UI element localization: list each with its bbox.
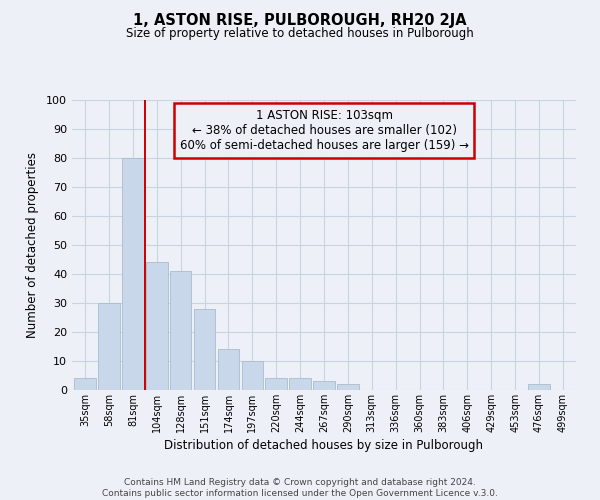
- Bar: [146, 262, 167, 390]
- Bar: [313, 382, 335, 390]
- X-axis label: Distribution of detached houses by size in Pulborough: Distribution of detached houses by size …: [164, 439, 484, 452]
- Bar: [528, 384, 550, 390]
- Bar: [194, 309, 215, 390]
- Bar: [74, 378, 96, 390]
- Text: 1, ASTON RISE, PULBOROUGH, RH20 2JA: 1, ASTON RISE, PULBOROUGH, RH20 2JA: [133, 12, 467, 28]
- Text: Size of property relative to detached houses in Pulborough: Size of property relative to detached ho…: [126, 28, 474, 40]
- Text: 1 ASTON RISE: 103sqm
← 38% of detached houses are smaller (102)
60% of semi-deta: 1 ASTON RISE: 103sqm ← 38% of detached h…: [179, 108, 469, 152]
- Bar: [218, 350, 239, 390]
- Text: Contains HM Land Registry data © Crown copyright and database right 2024.
Contai: Contains HM Land Registry data © Crown c…: [102, 478, 498, 498]
- Bar: [265, 378, 287, 390]
- Bar: [289, 378, 311, 390]
- Bar: [242, 361, 263, 390]
- Y-axis label: Number of detached properties: Number of detached properties: [26, 152, 39, 338]
- Bar: [337, 384, 359, 390]
- Bar: [98, 303, 120, 390]
- Bar: [122, 158, 143, 390]
- Bar: [170, 271, 191, 390]
